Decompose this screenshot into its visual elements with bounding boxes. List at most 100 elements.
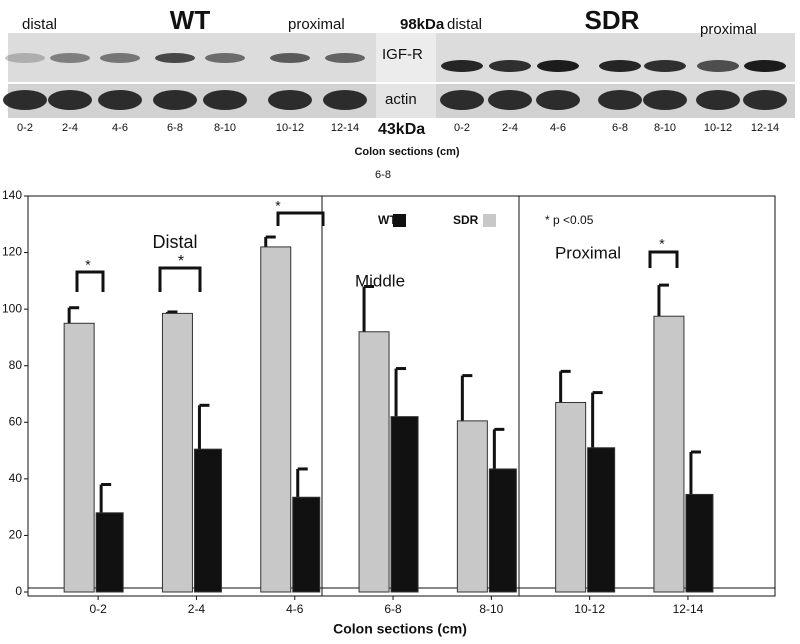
band bbox=[644, 60, 686, 72]
blot-label: distal bbox=[447, 16, 482, 33]
lane-label: 0-2 bbox=[17, 122, 33, 134]
band bbox=[743, 90, 787, 110]
lane-label: 8-10 bbox=[654, 122, 676, 134]
band bbox=[205, 53, 245, 63]
annotation: * bbox=[275, 198, 281, 214]
band bbox=[599, 60, 641, 72]
x-tick-label: 6-8 bbox=[384, 602, 402, 616]
blot-label-bg bbox=[376, 33, 436, 82]
band bbox=[5, 53, 45, 63]
blot-group: WT bbox=[170, 5, 211, 35]
band bbox=[325, 53, 365, 63]
legend-label: WT bbox=[378, 213, 397, 227]
lane-label: 6-8 bbox=[612, 122, 628, 134]
y-tick-label: 20 bbox=[9, 528, 23, 542]
significance-bracket bbox=[75, 270, 105, 292]
bar bbox=[95, 512, 124, 593]
bar bbox=[587, 447, 616, 593]
bar bbox=[63, 322, 95, 593]
lane-label: 4-6 bbox=[550, 122, 566, 134]
significance-bracket bbox=[158, 266, 202, 292]
bar bbox=[193, 448, 222, 593]
bar bbox=[358, 331, 390, 593]
bar bbox=[292, 496, 321, 593]
blot-axis-label: Colon sections (cm) bbox=[354, 146, 459, 158]
y-tick-label: 40 bbox=[9, 471, 23, 485]
band bbox=[323, 90, 367, 110]
annotation: Distal bbox=[152, 232, 197, 252]
blot-label: proximal bbox=[700, 21, 757, 38]
band bbox=[488, 90, 532, 110]
blot-group: SDR bbox=[585, 5, 640, 35]
bar bbox=[685, 493, 714, 593]
annotation: * bbox=[659, 236, 665, 252]
lane-label: 4-6 bbox=[112, 122, 128, 134]
x-tick-label: 12-14 bbox=[673, 602, 704, 616]
y-tick-label: 140 bbox=[2, 188, 22, 202]
bar bbox=[488, 468, 517, 593]
significance-bracket bbox=[276, 211, 325, 226]
band bbox=[440, 90, 484, 110]
band bbox=[744, 60, 786, 72]
band bbox=[537, 60, 579, 72]
blot-kda: 98kDa bbox=[400, 16, 445, 33]
band bbox=[50, 53, 90, 63]
band bbox=[536, 90, 580, 110]
annotation: * bbox=[178, 253, 184, 270]
blot bbox=[3, 33, 795, 118]
x-tick-label: 8-10 bbox=[479, 602, 503, 616]
band bbox=[153, 90, 197, 110]
bar bbox=[456, 420, 488, 593]
annotation: * bbox=[85, 257, 91, 273]
stray-label: 6-8 bbox=[375, 169, 391, 181]
blot-kda: 43kDa bbox=[378, 121, 425, 138]
lane-label: 12-14 bbox=[751, 122, 779, 134]
blot-label: actin bbox=[385, 91, 417, 108]
x-tick-label: 0-2 bbox=[89, 602, 107, 616]
lane-label: 2-4 bbox=[502, 122, 518, 134]
x-axis-label: Colon sections (cm) bbox=[333, 621, 467, 637]
annotation: Middle bbox=[355, 271, 405, 290]
bar bbox=[161, 312, 193, 593]
lane-label: 6-8 bbox=[167, 122, 183, 134]
lane-label: 2-4 bbox=[62, 122, 78, 134]
plot-frame bbox=[27, 195, 776, 597]
band bbox=[48, 90, 92, 110]
x-tick-label: 2-4 bbox=[188, 602, 206, 616]
band bbox=[155, 53, 195, 63]
band bbox=[697, 60, 739, 72]
band bbox=[98, 90, 142, 110]
significance-bracket bbox=[648, 250, 679, 268]
blot-label: IGF-R bbox=[382, 46, 423, 63]
legend-swatch bbox=[483, 214, 496, 227]
bar bbox=[390, 416, 419, 593]
band bbox=[270, 53, 310, 63]
blot-label: distal bbox=[22, 16, 57, 33]
lane-label: 10-12 bbox=[276, 122, 304, 134]
y-tick-label: 0 bbox=[15, 584, 22, 598]
band bbox=[696, 90, 740, 110]
y-tick-label: 120 bbox=[2, 245, 22, 259]
x-tick-label: 4-6 bbox=[286, 602, 304, 616]
x-tick-label: 10-12 bbox=[574, 602, 605, 616]
annotation: * p <0.05 bbox=[545, 213, 594, 227]
band bbox=[268, 90, 312, 110]
legend-label: SDR bbox=[453, 213, 479, 227]
lane-labels: 0-2 2-4 4-6 6-8 8-10 10-12 12-14 0-2 2-4 4-6 6-8 8-… bbox=[17, 122, 779, 134]
y-tick-label: 100 bbox=[2, 301, 22, 315]
band bbox=[100, 53, 140, 63]
lane-label: 8-10 bbox=[214, 122, 236, 134]
band bbox=[441, 60, 483, 72]
band bbox=[3, 90, 47, 110]
blot-label: proximal bbox=[288, 16, 345, 33]
blot-label-bg bbox=[376, 84, 436, 118]
bands bbox=[3, 53, 787, 110]
chart: 0 20 40 60 80 100 120 140 0-2 2-4 4-6 6-8 8-10 10-12 1… bbox=[2, 188, 714, 616]
band bbox=[489, 60, 531, 72]
band bbox=[643, 90, 687, 110]
y-tick-label: 80 bbox=[9, 358, 23, 372]
legend-swatch bbox=[393, 214, 406, 227]
lane-label: 12-14 bbox=[331, 122, 359, 134]
